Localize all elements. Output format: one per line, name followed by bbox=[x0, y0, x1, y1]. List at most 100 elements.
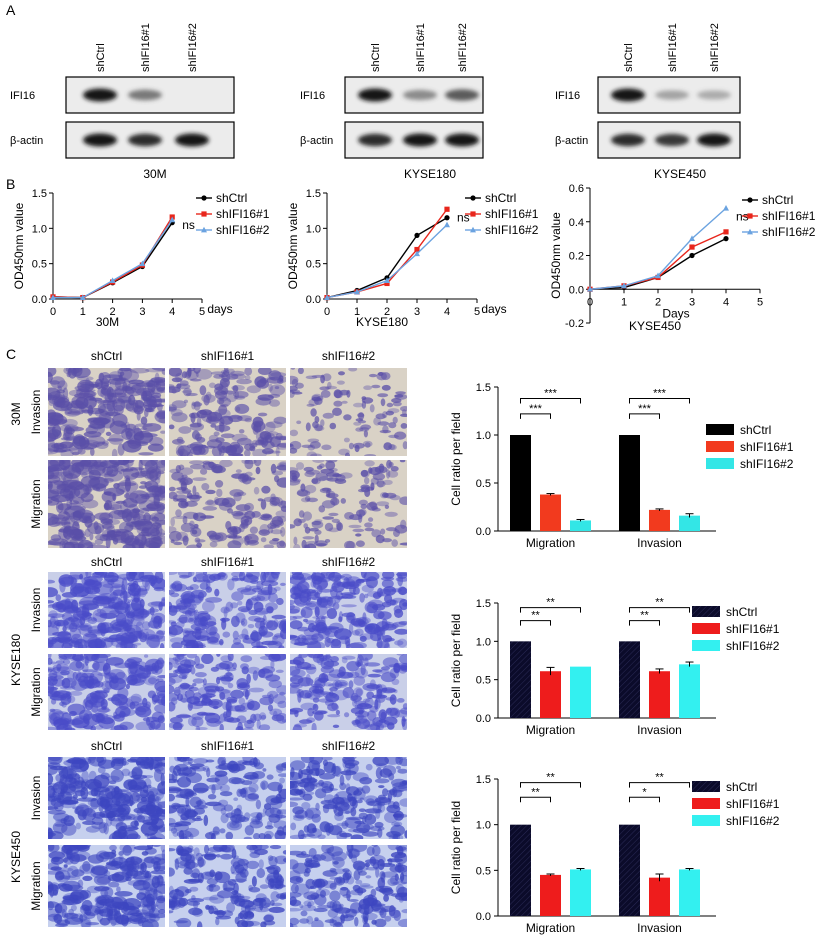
stained-cell bbox=[212, 826, 220, 835]
stained-cell bbox=[115, 914, 130, 925]
stained-cell bbox=[227, 540, 242, 548]
stained-cell bbox=[184, 689, 195, 699]
significance-label: ** bbox=[655, 597, 664, 609]
stained-cell bbox=[150, 386, 165, 395]
stained-cell bbox=[237, 893, 242, 898]
legend-swatch-shctrl bbox=[692, 781, 720, 792]
stained-cell bbox=[148, 637, 160, 648]
stained-cell bbox=[121, 768, 131, 777]
transwell-image-invasion-shifi16-1 bbox=[169, 368, 286, 456]
stained-cell bbox=[275, 510, 286, 518]
stained-cell bbox=[273, 416, 286, 425]
stained-cell bbox=[338, 616, 343, 623]
stained-cell bbox=[96, 381, 110, 388]
stained-cell bbox=[253, 833, 261, 839]
stained-cell bbox=[372, 669, 383, 673]
legend-label-shifi16-2: shIFI16#2 bbox=[726, 814, 780, 828]
ns-annotation: ns bbox=[457, 210, 470, 224]
stained-cell bbox=[236, 683, 251, 691]
stained-cell bbox=[144, 580, 150, 592]
stained-cell bbox=[324, 539, 331, 543]
significance-bracket bbox=[629, 782, 690, 788]
stained-cell bbox=[271, 654, 286, 662]
stained-cell bbox=[297, 677, 314, 687]
point-shifi16-2-x3 bbox=[689, 235, 695, 242]
stained-cell bbox=[348, 680, 354, 689]
stained-cell bbox=[264, 421, 276, 433]
stained-cell bbox=[143, 856, 161, 864]
stained-cell bbox=[52, 678, 65, 687]
stained-cell bbox=[106, 438, 124, 442]
stained-cell bbox=[129, 701, 136, 710]
stained-cell bbox=[138, 452, 154, 456]
stained-cell bbox=[161, 849, 165, 860]
stained-cell bbox=[112, 413, 128, 427]
stained-cell bbox=[109, 504, 123, 511]
stained-cell bbox=[237, 721, 243, 730]
y-tick-label: 1.0 bbox=[476, 636, 491, 648]
stained-cell bbox=[118, 702, 129, 710]
stained-cell bbox=[245, 598, 253, 611]
stained-cell bbox=[245, 573, 254, 578]
stained-cell bbox=[393, 909, 402, 922]
stained-cell bbox=[48, 809, 66, 815]
stained-cell bbox=[66, 371, 71, 378]
stained-cell bbox=[160, 845, 165, 853]
stained-cell bbox=[273, 693, 286, 705]
lane-label-shifi16-1: shIFI16#1 bbox=[415, 23, 427, 72]
stained-cell bbox=[192, 782, 209, 794]
stained-cell bbox=[54, 444, 65, 451]
stained-cell bbox=[130, 614, 145, 627]
stained-cell bbox=[63, 654, 73, 658]
cell-stain bbox=[169, 845, 286, 927]
stained-cell bbox=[152, 845, 161, 847]
stained-cell bbox=[185, 889, 192, 894]
stained-cell bbox=[362, 698, 371, 703]
stained-cell bbox=[101, 706, 107, 711]
stained-cell bbox=[195, 725, 201, 730]
stained-cell bbox=[101, 680, 112, 692]
stained-cell bbox=[290, 896, 297, 906]
stained-cell bbox=[362, 922, 370, 927]
stained-cell bbox=[219, 692, 226, 700]
stained-cell bbox=[131, 791, 140, 802]
stained-cell bbox=[375, 763, 387, 768]
stained-cell bbox=[262, 448, 274, 455]
stained-cell bbox=[305, 620, 317, 625]
band-actin-shctrl bbox=[358, 133, 392, 147]
stained-cell bbox=[233, 492, 242, 502]
stained-cell bbox=[322, 412, 334, 419]
stained-cell bbox=[260, 537, 267, 543]
stained-cell bbox=[169, 793, 176, 802]
stained-cell bbox=[311, 478, 319, 484]
stained-cell bbox=[150, 399, 165, 403]
stained-cell bbox=[232, 662, 237, 670]
stained-cell bbox=[356, 509, 366, 517]
stained-cell bbox=[315, 472, 329, 482]
bar-invasion-shctrl bbox=[619, 641, 640, 718]
stained-cell bbox=[62, 659, 71, 665]
stained-cell bbox=[216, 398, 225, 405]
y-tick-label: 1.5 bbox=[476, 598, 491, 610]
stained-cell bbox=[243, 836, 252, 839]
lane-label-shctrl: shCtrl bbox=[370, 43, 382, 72]
stained-cell bbox=[320, 572, 328, 577]
stained-cell bbox=[295, 790, 304, 795]
band-actin-shifi16-1 bbox=[403, 133, 437, 147]
stained-cell bbox=[50, 661, 57, 665]
stained-cell bbox=[277, 461, 286, 472]
stained-cell bbox=[192, 683, 197, 687]
stained-cell bbox=[119, 368, 132, 372]
stained-cell bbox=[227, 682, 234, 689]
stained-cell bbox=[397, 638, 407, 648]
cell-stain bbox=[169, 572, 286, 648]
stained-cell bbox=[141, 534, 146, 546]
stained-cell bbox=[171, 400, 187, 409]
stained-cell bbox=[174, 821, 192, 827]
stained-cell bbox=[290, 635, 301, 641]
stained-cell bbox=[130, 674, 147, 683]
stained-cell bbox=[296, 490, 311, 497]
stained-cell bbox=[133, 590, 140, 604]
stained-cell bbox=[238, 473, 249, 483]
stained-cell bbox=[257, 368, 272, 375]
